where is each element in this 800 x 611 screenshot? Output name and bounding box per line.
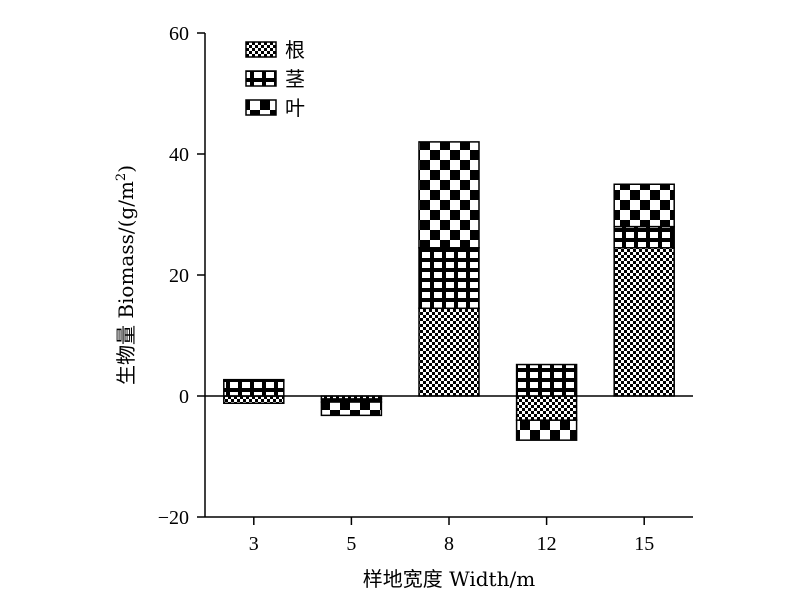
x-tick-label: 15: [634, 533, 654, 555]
bar-segment: [418, 307, 480, 397]
y-axis-title-main: 生物量 Biomass/(g/m: [114, 181, 138, 385]
y-axis-title-close: ): [114, 165, 138, 173]
y-axis-title: 生物量 Biomass/(g/m2): [114, 165, 138, 385]
x-ticks: 3 5 8 12 15: [249, 517, 654, 555]
legend: 根茎叶: [245, 38, 305, 120]
bar-segment: [613, 183, 675, 228]
bar-segment: [515, 419, 578, 441]
y-ticks: −20 0 20 40 60: [158, 23, 205, 529]
bar-segment: [613, 225, 675, 249]
legend-swatch: [245, 70, 277, 87]
x-axis-title: 样地宽度 Width/m: [363, 567, 535, 591]
x-tick-label: 5: [346, 533, 356, 555]
bar-segment: [418, 141, 480, 249]
y-axis-title-sup: 2: [114, 173, 129, 181]
legend-swatch: [245, 99, 277, 116]
bar-segment: [320, 401, 383, 417]
legend-label: 叶: [285, 96, 305, 120]
bar-segment: [223, 380, 285, 397]
legend-label: 根: [285, 38, 305, 62]
bar-segment: [223, 378, 285, 382]
bar-segment: [515, 395, 578, 421]
bars-layer: [223, 141, 675, 441]
x-tick-label: 12: [537, 533, 557, 555]
y-tick-label: 60: [169, 23, 189, 45]
y-tick-label: 20: [169, 265, 189, 287]
x-tick-label: 8: [444, 533, 454, 555]
bar-segment: [418, 247, 480, 310]
bar-segment: [223, 395, 285, 405]
bar-segment: [515, 363, 578, 397]
bar-segment: [613, 247, 675, 397]
legend-label: 茎: [285, 67, 305, 91]
legend-swatch: [245, 41, 277, 58]
y-tick-label: 0: [179, 386, 189, 408]
x-tick-label: 3: [249, 533, 259, 555]
y-tick-label: 40: [169, 144, 189, 166]
y-tick-label: −20: [158, 507, 189, 529]
